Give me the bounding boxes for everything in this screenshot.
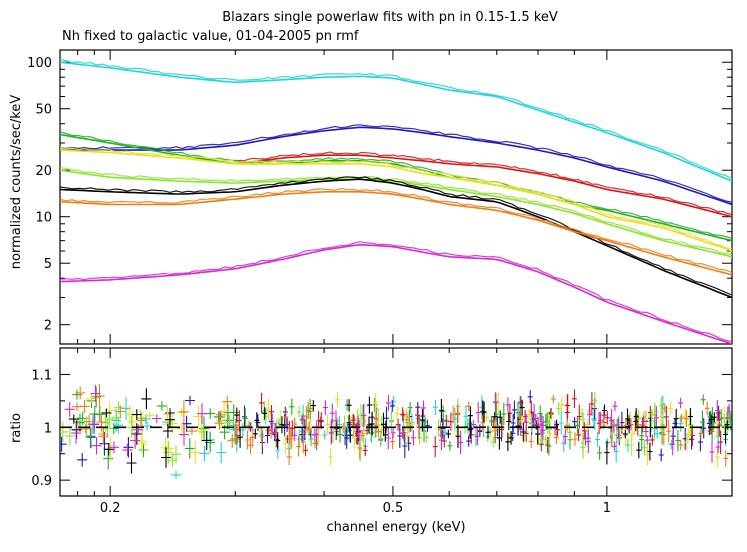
x-tick-label: 1 [603,501,611,516]
series-magenta-model [60,243,732,344]
chart-title: Blazars single powerlaw fits with pn in … [222,10,558,25]
series-red-data [235,151,732,216]
residuals-magenta [64,384,732,463]
series-magenta-data [60,241,732,343]
y-tick-label: 50 [35,103,52,118]
spectrum-frame [59,49,733,345]
y-tick-label: 2 [44,319,52,334]
x-axis-title: channel energy (keV) [326,520,465,535]
residuals-black [68,388,730,474]
series-cyan-data [60,58,732,180]
series-blue-model [60,126,732,206]
series-green-data [60,131,732,239]
chart-subtitle: Nh fixed to galactic value, 01-04-2005 p… [62,29,359,44]
ratio-panel: 0.9 1 1.1 [31,347,733,497]
series-orange-model [60,191,732,276]
series-black-model [60,178,732,299]
y-tick-label: 5 [44,257,52,272]
bottom-y-axis-title: ratio [9,413,24,443]
y-tick-label: 10 [35,211,52,226]
series-yellow-model [60,149,732,252]
spectrum-panel: 2 5 10 20 50 100 [27,49,733,345]
x-tick-label: 0.5 [383,501,404,516]
residuals-light-green [60,392,731,467]
y-tick-label: 20 [35,164,52,179]
residuals-orange [72,384,729,467]
spectrum-series-group [60,58,732,344]
series-orange-data [60,187,732,274]
ratio-residual-group [60,384,732,479]
series-yellow-data [60,146,732,250]
y-tick-label: 1.1 [31,368,52,383]
series-light-green-data [60,167,732,256]
series-black-data [60,176,732,296]
series-red-model [235,154,732,218]
y-tick-label: 0.9 [31,474,52,489]
top-y-axis-title: normalized counts/sec/keV [9,95,24,270]
y-tick-label: 100 [27,56,52,71]
x-tick-label: 0.2 [100,501,121,516]
series-cyan-model [60,61,732,182]
series-blue-data [60,124,732,203]
series-green-model [60,133,732,242]
y-tick-label: 1 [44,421,52,436]
